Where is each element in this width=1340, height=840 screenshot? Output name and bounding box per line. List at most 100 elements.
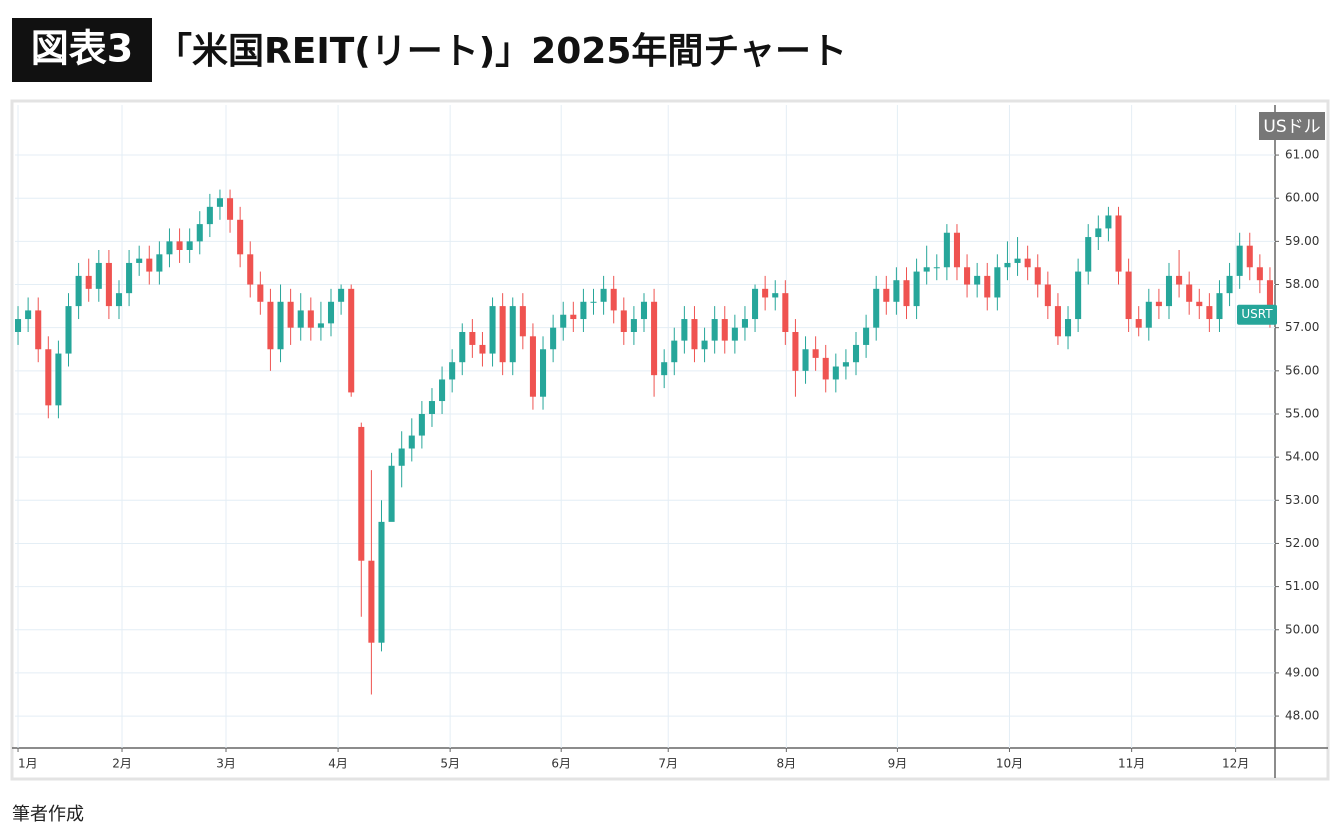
candle-body [287, 301, 294, 328]
candle-body [863, 327, 870, 345]
candle-body [540, 349, 547, 397]
candle-body [600, 288, 607, 302]
candle-body [196, 224, 203, 242]
candle-body [338, 288, 345, 302]
candle-body [1054, 306, 1061, 337]
x-tick-label: 7月 [658, 757, 678, 771]
candle-body [1236, 245, 1243, 276]
y-tick-label: 56.00 [1285, 363, 1319, 377]
candle-body [651, 301, 658, 376]
candle-body [903, 280, 910, 307]
candle-body [752, 288, 759, 320]
candle-body [1075, 271, 1082, 320]
candle-body [65, 306, 72, 354]
candle-body [55, 353, 62, 406]
candle-body [893, 280, 900, 302]
candle-body [1065, 319, 1072, 337]
candle-body [428, 401, 435, 414]
candle-body [247, 254, 254, 285]
x-tick-label: 9月 [888, 757, 908, 771]
candle-body [267, 301, 274, 350]
candle-body [812, 349, 819, 358]
x-tick-label: 5月 [440, 757, 460, 771]
candle-body [762, 288, 769, 298]
candle-body [1014, 258, 1021, 263]
candle-body [1125, 271, 1132, 320]
candle-body [307, 310, 314, 328]
candle-body [913, 271, 920, 307]
candle-body [216, 198, 223, 207]
candle-body [156, 254, 163, 272]
candle-body [529, 336, 536, 397]
candle-body [257, 284, 264, 302]
candle-body [1095, 228, 1102, 238]
candle-body [95, 262, 102, 289]
candle-body [974, 275, 981, 285]
y-tick-label: 53.00 [1285, 493, 1319, 507]
candle-body [802, 349, 809, 371]
candle-body [590, 301, 597, 303]
candle-body [237, 219, 244, 255]
candle-body [570, 314, 577, 320]
candle-body [741, 319, 748, 328]
candle-body [489, 306, 496, 354]
ticker-tag: USRT [1241, 307, 1273, 321]
candle-body [166, 241, 173, 255]
x-tick-label: 8月 [777, 757, 797, 771]
candle-body [378, 521, 385, 643]
candle-body [1176, 275, 1183, 285]
candle-body [923, 267, 930, 272]
candle-body [1085, 237, 1092, 272]
candle-body [640, 301, 648, 320]
y-tick-label: 49.00 [1285, 665, 1319, 679]
candle-body [681, 319, 688, 341]
y-tick-label: 52.00 [1285, 536, 1319, 550]
candle-body [1004, 262, 1011, 268]
candle-body [85, 275, 92, 289]
ticker-tag-box [1237, 304, 1277, 325]
candle-body [1196, 301, 1203, 307]
candle-body [75, 275, 82, 307]
candle-body [297, 310, 304, 328]
unit-label: USドル [1263, 117, 1320, 137]
y-tick-label: 51.00 [1285, 579, 1319, 593]
unit-label-box [1259, 112, 1325, 140]
candle-body [1216, 293, 1223, 320]
candle-body [691, 319, 698, 350]
candle-body [388, 465, 395, 522]
candle-body [509, 306, 516, 363]
candle-body [348, 288, 355, 393]
candle-body [327, 301, 335, 324]
candle-body [1034, 267, 1041, 285]
y-tick-label: 58.00 [1285, 277, 1319, 291]
candle-body [227, 198, 234, 220]
candle-body [368, 560, 375, 643]
candle-body [105, 262, 112, 307]
candle-body [984, 275, 991, 298]
candle-body [136, 258, 143, 263]
candle-body [1246, 245, 1253, 268]
candle-body [953, 232, 960, 268]
candle-body [25, 310, 32, 320]
x-tick-label: 11月 [1118, 757, 1145, 771]
chart-title: 「米国REIT(リート)」2025年間チャート [156, 31, 847, 72]
candle-body [721, 319, 728, 341]
candle-body [479, 344, 486, 354]
candle-body [398, 448, 405, 466]
candle-body [792, 331, 799, 371]
candle-body [772, 293, 779, 298]
x-tick-label: 12月 [1222, 757, 1249, 771]
candle-body [943, 232, 950, 268]
candle-body [630, 319, 637, 332]
candle-body [883, 288, 890, 302]
candle-body [126, 262, 133, 294]
candle-body [1256, 267, 1263, 281]
candle-body [1206, 306, 1213, 320]
candle-body [994, 267, 1001, 298]
x-tick-label: 3月 [216, 757, 236, 771]
candle-body [661, 362, 668, 376]
candle-body [439, 379, 446, 402]
candle-body [671, 340, 678, 363]
candle-body [1145, 301, 1152, 328]
